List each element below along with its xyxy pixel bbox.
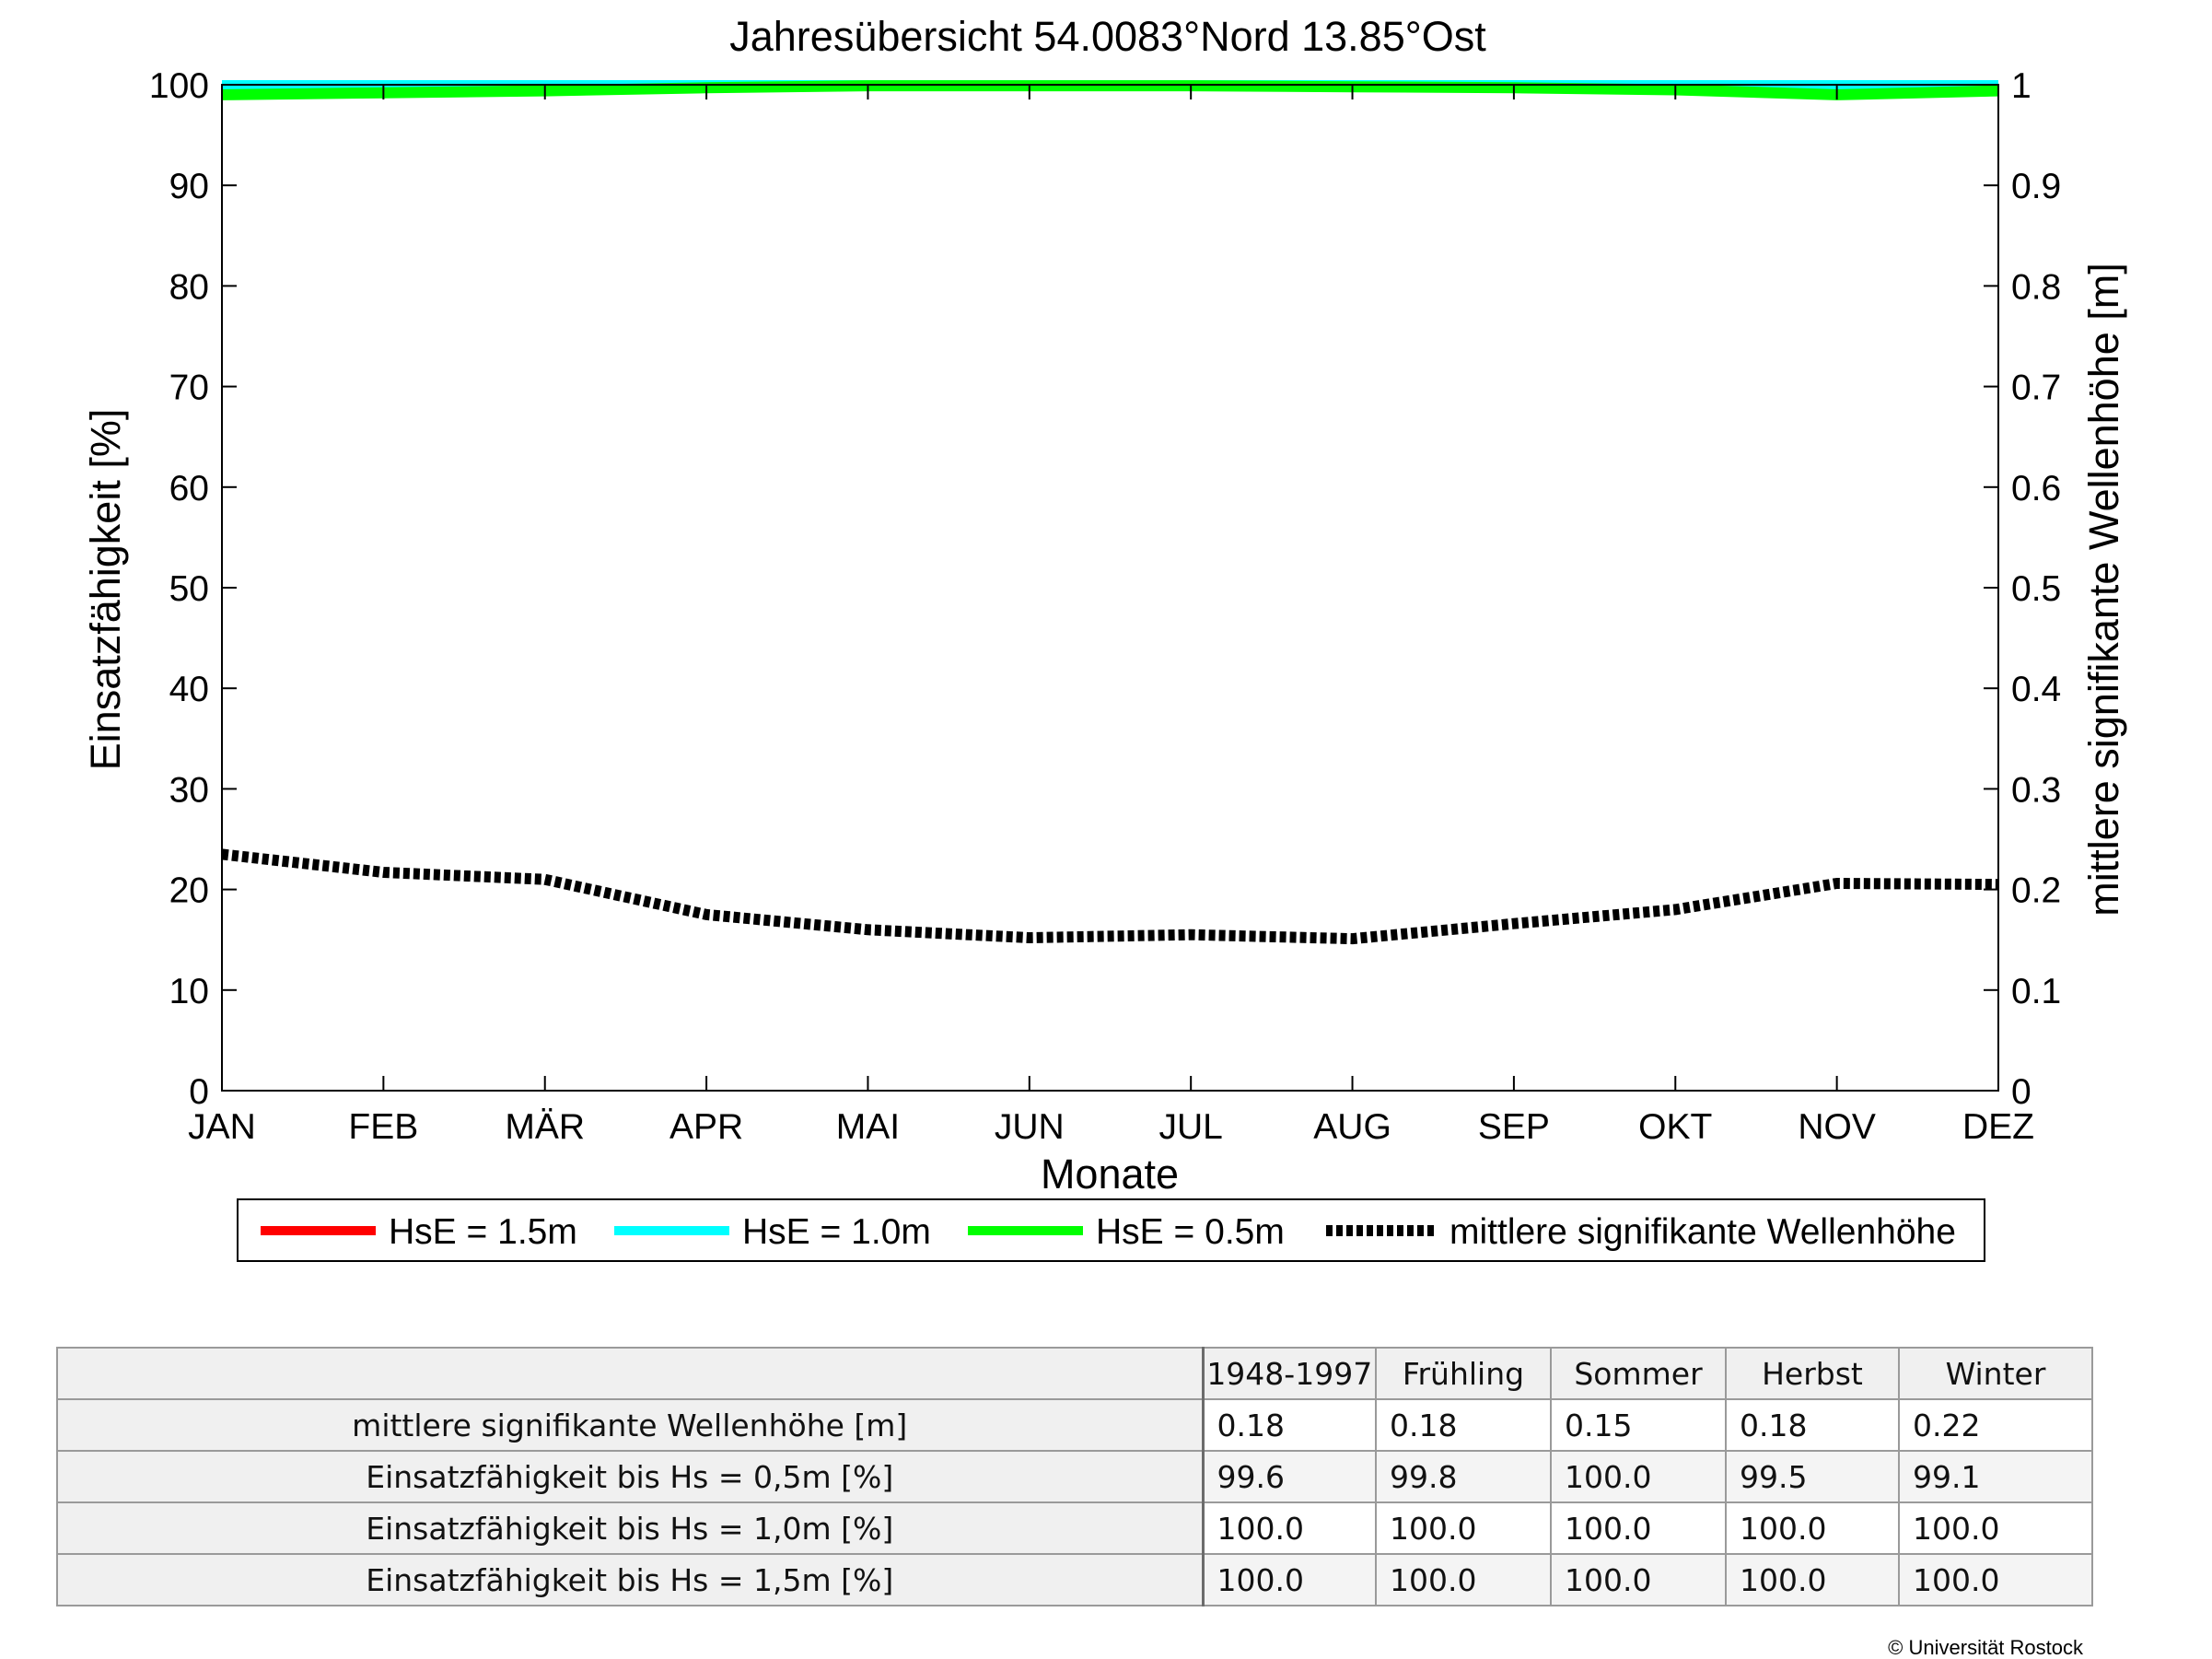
legend: HsE = 1.5m HsE = 1.0m HsE = 0.5m mittlere s… <box>237 1198 1985 1262</box>
right-y-tick-label: 0.2 <box>2011 871 2061 911</box>
table-corner-cell <box>56 1347 1205 1400</box>
legend-label: HsE = 1.5m <box>389 1212 577 1252</box>
table-cell: 0.18 <box>1725 1398 1900 1452</box>
x-axis-title: Monate <box>1041 1151 1179 1198</box>
series-line-3 <box>221 848 1999 945</box>
series-line-2 <box>221 80 1999 100</box>
table-cell: 100.0 <box>1898 1553 2093 1606</box>
table-row: Einsatzfähigkeit bis Hs = 1,0m [%] 100.0… <box>56 1501 2093 1555</box>
left-y-tick-label: 100 <box>149 66 209 106</box>
summary-table: 1948-1997 Frühling Sommer Herbst Winter … <box>56 1347 2093 1606</box>
table-cell: 100.0 <box>1375 1501 1552 1555</box>
table-header-period: 1948-1997 <box>1202 1347 1377 1400</box>
x-tick-label: FEB <box>348 1107 418 1147</box>
right-y-tick-label: 0 <box>2011 1072 2032 1112</box>
x-tick-label: MÄR <box>505 1107 585 1147</box>
left-y-tick-label: 50 <box>169 569 209 609</box>
x-axis-ticks: JAN FEB MÄR APR MAI JUN JUL AUG SEP OKT NOV DEZ <box>188 85 2034 1147</box>
table-cell: 100.0 <box>1550 1553 1727 1606</box>
left-y-tick-label: 80 <box>169 267 209 307</box>
right-y-tick-label: 0.3 <box>2011 770 2061 810</box>
x-tick-label: NOV <box>1798 1107 1876 1147</box>
table-header-summer: Sommer <box>1550 1347 1727 1400</box>
left-y-tick-label: 60 <box>169 469 209 508</box>
table-cell: 100.0 <box>1725 1501 1900 1555</box>
table-row: mittlere signifikante Wellenhöhe [m] 0.1… <box>56 1398 2093 1452</box>
right-y-tick-label: 1 <box>2011 66 2032 106</box>
right-y-tick-label: 0.6 <box>2011 469 2061 508</box>
table-cell: 100.0 <box>1725 1553 1900 1606</box>
table-header-autumn: Herbst <box>1725 1347 1900 1400</box>
left-y-tick-label: 10 <box>169 972 209 1011</box>
legend-label: HsE = 1.0m <box>742 1212 931 1252</box>
legend-label: HsE = 0.5m <box>1096 1212 1285 1252</box>
table-cell: 100.0 <box>1202 1553 1377 1606</box>
legend-box <box>237 1198 1985 1262</box>
table-row-label: mittlere signifikante Wellenhöhe [m] <box>56 1398 1205 1452</box>
right-y-axis-title: mittlere signifikante Wellenhöhe [m] <box>2080 263 2127 917</box>
table-row: Einsatzfähigkeit bis Hs = 1,5m [%] 100.0… <box>56 1553 2093 1606</box>
right-y-tick-label: 0.5 <box>2011 569 2061 609</box>
table-cell: 99.5 <box>1725 1450 1900 1503</box>
right-y-tick-label: 0.1 <box>2011 972 2061 1011</box>
x-tick-label: JAN <box>188 1107 256 1147</box>
x-tick-label: APR <box>669 1107 743 1147</box>
x-tick-label: DEZ <box>1962 1107 2034 1147</box>
table-cell: 0.22 <box>1898 1398 2093 1452</box>
table-cell: 100.0 <box>1898 1501 2093 1555</box>
table-header-winter: Winter <box>1898 1347 2093 1400</box>
left-y-tick-label: 90 <box>169 167 209 206</box>
left-y-tick-label: 20 <box>169 871 209 911</box>
table-cell: 100.0 <box>1202 1501 1377 1555</box>
table-cell: 100.0 <box>1550 1501 1727 1555</box>
table-row: Einsatzfähigkeit bis Hs = 0,5m [%] 99.6 … <box>56 1450 2093 1503</box>
table-cell: 99.6 <box>1202 1450 1377 1503</box>
x-tick-label: AUG <box>1313 1107 1391 1147</box>
left-y-tick-label: 0 <box>189 1072 209 1112</box>
chart-title: Jahresübersicht 54.0083°Nord 13.85°Ost <box>729 13 1486 60</box>
right-y-tick-label: 0.4 <box>2011 670 2061 709</box>
table-cell: 99.1 <box>1898 1450 2093 1503</box>
plot-area <box>221 80 1999 945</box>
right-y-tick-label: 0.7 <box>2011 368 2061 408</box>
left-y-tick-label: 30 <box>169 770 209 810</box>
table-row-label: Einsatzfähigkeit bis Hs = 1,5m [%] <box>56 1553 1205 1606</box>
left-y-axis-ticks: 0 10 20 30 40 50 60 70 80 90 100 <box>149 66 237 1112</box>
table-header-spring: Frühling <box>1375 1347 1552 1400</box>
legend-label: mittlere signifikante Wellenhöhe <box>1449 1212 1956 1252</box>
right-y-tick-label: 0.9 <box>2011 167 2061 206</box>
table-cell: 0.18 <box>1202 1398 1377 1452</box>
x-tick-label: JUN <box>995 1107 1065 1147</box>
table-cell: 99.8 <box>1375 1450 1552 1503</box>
copyright-notice: © Universität Rostock <box>1888 1636 2083 1659</box>
right-y-axis-ticks: 0 0.1 0.2 0.3 0.4 0.5 0.6 0.7 0.8 0.9 1 <box>1984 66 2061 1112</box>
table-header-row: 1948-1997 Frühling Sommer Herbst Winter <box>56 1347 2093 1400</box>
x-tick-label: JUL <box>1159 1107 1223 1147</box>
left-y-axis-title: Einsatzfähigkeit [%] <box>82 409 129 771</box>
table-cell: 100.0 <box>1550 1450 1727 1503</box>
table-cell: 0.15 <box>1550 1398 1727 1452</box>
left-y-tick-label: 70 <box>169 368 209 408</box>
left-y-tick-label: 40 <box>169 670 209 709</box>
table-row-label: Einsatzfähigkeit bis Hs = 1,0m [%] <box>56 1501 1205 1555</box>
table-cell: 100.0 <box>1375 1553 1552 1606</box>
table-row-label: Einsatzfähigkeit bis Hs = 0,5m [%] <box>56 1450 1205 1503</box>
x-tick-label: MAI <box>836 1107 900 1147</box>
table-cell: 0.18 <box>1375 1398 1552 1452</box>
x-tick-label: OKT <box>1638 1107 1712 1147</box>
right-y-tick-label: 0.8 <box>2011 267 2061 307</box>
x-tick-label: SEP <box>1478 1107 1550 1147</box>
